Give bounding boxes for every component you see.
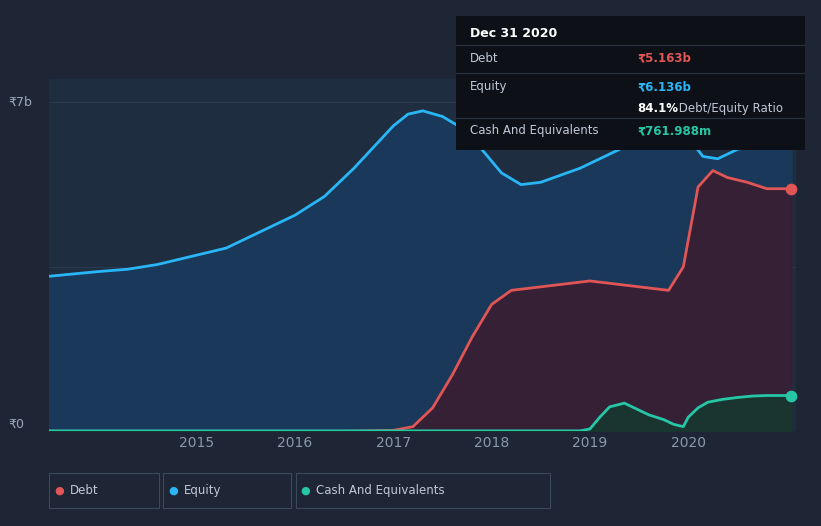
Point (785, 391, 798, 400)
Point (785, 185, 798, 193)
Text: ₹5.163b: ₹5.163b (637, 52, 691, 65)
Text: Debt/Equity Ratio: Debt/Equity Ratio (676, 102, 783, 115)
Text: Dec 31 2020: Dec 31 2020 (470, 26, 557, 39)
Text: Cash And Equivalents: Cash And Equivalents (316, 484, 445, 497)
Point (785, 139, 798, 147)
Text: Equity: Equity (184, 484, 222, 497)
Text: ₹0: ₹0 (8, 418, 24, 431)
Text: Debt: Debt (470, 52, 498, 65)
Text: ₹7b: ₹7b (8, 96, 32, 109)
Text: Equity: Equity (470, 80, 507, 93)
Text: 84.1%: 84.1% (637, 102, 678, 115)
Text: Cash And Equivalents: Cash And Equivalents (470, 125, 599, 137)
Text: ●: ● (300, 485, 310, 496)
Text: ₹6.136b: ₹6.136b (637, 80, 691, 93)
Text: ₹761.988m: ₹761.988m (637, 125, 711, 137)
Text: Debt: Debt (70, 484, 99, 497)
Text: ●: ● (168, 485, 178, 496)
Text: ●: ● (54, 485, 64, 496)
